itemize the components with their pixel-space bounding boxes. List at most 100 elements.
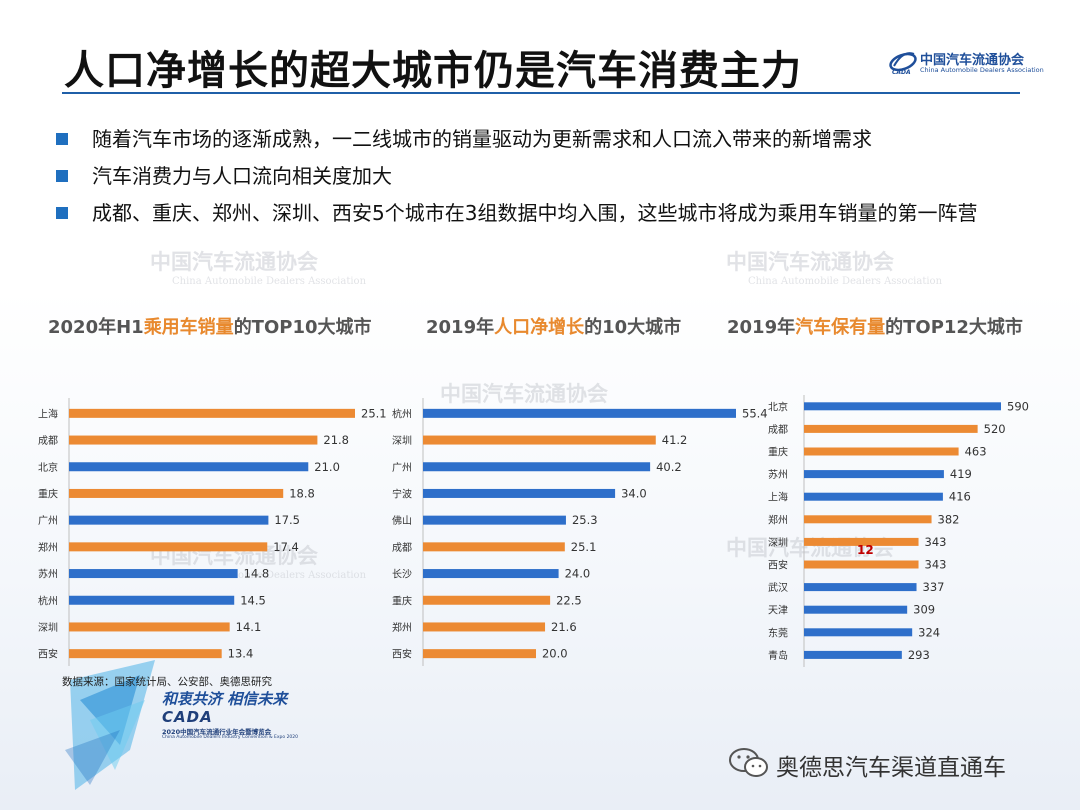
- data-label: 21.0: [314, 460, 340, 474]
- bar: [804, 470, 944, 479]
- watermark: 中国汽车流通协会 China Automobile Dealers Associ…: [150, 246, 366, 287]
- data-label: 13.4: [228, 647, 254, 661]
- bar: [69, 488, 284, 498]
- bar: [69, 595, 235, 605]
- data-label: 24.0: [565, 567, 591, 581]
- category-label: 杭州: [392, 407, 412, 420]
- title-divider: [62, 92, 1020, 94]
- watermark-cn: 中国汽车流通协会: [726, 249, 894, 274]
- bullet-item: 随着汽车市场的逐渐成熟，一二线城市的销量驱动为更新需求和人口流入带来的新增需求: [52, 124, 977, 161]
- bar: [69, 542, 268, 552]
- category-label: 东莞: [768, 626, 788, 639]
- bar: [423, 488, 616, 498]
- chart-title-ownership: 2019年汽车保有量的TOP12大城市: [727, 313, 1023, 339]
- data-label: 309: [913, 603, 935, 617]
- bar: [804, 605, 908, 614]
- data-label: 416: [949, 490, 971, 504]
- chart-title-part: 的TOP10大城市: [233, 317, 372, 338]
- category-label: 苏州: [768, 468, 788, 481]
- category-label: 深圳: [768, 537, 788, 549]
- bar: [423, 649, 536, 659]
- category-label: 成都: [768, 424, 788, 436]
- watermark-cn: 中国汽车流通协会: [150, 249, 318, 274]
- bullet-square-icon: [56, 133, 68, 145]
- bar: [69, 408, 355, 418]
- data-label: 34.0: [621, 486, 647, 500]
- watermark-cn: 中国汽车流通协会: [440, 381, 608, 406]
- category-label: 杭州: [38, 594, 58, 607]
- chart-title-sales: 2020年H1乘用车销量的TOP10大城市: [48, 313, 372, 339]
- cada-logo-icon: CADA: [889, 52, 917, 76]
- category-label: 郑州: [768, 513, 788, 526]
- bar: [423, 595, 551, 605]
- svg-text:CADA: CADA: [892, 69, 911, 76]
- data-label: 41.2: [662, 433, 688, 447]
- data-label: 324: [918, 625, 940, 639]
- data-label: 25.1: [571, 540, 597, 554]
- bar: [804, 628, 913, 637]
- data-label: 55.4: [742, 406, 768, 420]
- bullet-item: 成都、重庆、郑州、深圳、西安5个城市在3组数据中均入围，这些城市将成为乘用车销量…: [52, 198, 977, 235]
- watermark: 中国汽车流通协会 China Automobile Dealers Associ…: [726, 246, 942, 287]
- bar: [423, 462, 651, 472]
- data-label: 14.1: [236, 620, 262, 634]
- bullet-text: 随着汽车市场的逐渐成熟，一二线城市的销量驱动为更新需求和人口流入带来的新增需求: [92, 127, 872, 151]
- data-label: 14.5: [240, 593, 266, 607]
- category-label: 郑州: [392, 621, 412, 634]
- bar: [69, 515, 269, 525]
- cada-logo: CADA 中国汽车流通协会 China Automobile Dealers A…: [888, 46, 1044, 82]
- data-label: 18.8: [289, 486, 315, 500]
- category-label: 成都: [392, 542, 412, 554]
- bar: [69, 569, 238, 579]
- category-label: 北京: [38, 461, 58, 474]
- category-label: 广州: [38, 515, 58, 527]
- category-label: 西安: [38, 648, 58, 661]
- category-label: 深圳: [392, 435, 412, 447]
- category-label: 宁波: [392, 487, 412, 500]
- bullet-text: 汽车消费力与人口流向相关度加大: [92, 164, 392, 188]
- bar: [423, 408, 736, 418]
- data-label: 590: [1007, 399, 1029, 413]
- data-label: 337: [923, 580, 945, 594]
- data-source: 数据来源：国家统计局、公安部、奥德思研究: [62, 676, 272, 688]
- event-logo-graphic: [65, 660, 155, 790]
- category-label: 成都: [38, 435, 58, 447]
- bar: [804, 583, 917, 592]
- data-label: 14.8: [244, 567, 270, 581]
- chart-title-highlight: 人口净增长: [494, 317, 585, 338]
- chart-population: 杭州 55.4 深圳 41.2 广州 40.2 宁波 34.0 佛山 25.3 成都 25.1 长沙 24…: [392, 398, 768, 666]
- bullet-item: 汽车消费力与人口流向相关度加大: [52, 161, 977, 198]
- category-label: 上海: [768, 491, 788, 504]
- event-name-en: China Automobile Dealers Industry Conven…: [162, 735, 299, 740]
- bullet-square-icon: [56, 207, 68, 219]
- data-label: 20.0: [542, 647, 568, 661]
- page-title: 人口净增长的超大城市仍是汽车消费主力: [64, 48, 802, 94]
- chart-title-part: 2019年: [426, 317, 495, 338]
- bar: [804, 424, 978, 433]
- bar: [804, 537, 919, 546]
- bar: [423, 435, 656, 445]
- category-label: 长沙: [392, 569, 412, 581]
- bar: [804, 402, 1001, 411]
- bar: [423, 542, 565, 552]
- chart-title-part: 的10大城市: [584, 317, 682, 338]
- category-label: 青岛: [768, 649, 788, 662]
- data-label: 343: [925, 535, 947, 549]
- bar: [423, 515, 566, 525]
- category-label: 西安: [768, 559, 788, 572]
- bar: [804, 515, 932, 524]
- watermark: 中国汽车流通协会: [440, 378, 608, 408]
- chart-ownership: 北京 590 成都 520 重庆 463 苏州 419 上海 416 郑州 382 深圳 343 西安 343…: [768, 395, 1029, 667]
- data-label: 25.1: [361, 406, 387, 420]
- chart-title-population: 2019年人口净增长的10大城市: [426, 313, 681, 339]
- category-label: 佛山: [392, 514, 412, 527]
- logo-cn-text: 中国汽车流通协会: [920, 53, 1025, 68]
- chart-sales: 上海 25.1 成都 21.8 北京 21.0 重庆 18.8 广州 17.5 郑州 17.4 苏州 14…: [38, 398, 387, 666]
- bar: [804, 492, 943, 501]
- bullet-text: 成都、重庆、郑州、深圳、西安5个城市在3组数据中均入围，这些城市将成为乘用车销量…: [92, 201, 978, 225]
- data-label: 21.8: [323, 433, 349, 447]
- event-brand: CADA: [162, 708, 213, 726]
- bar: [69, 622, 230, 632]
- bar: [69, 649, 222, 659]
- category-label: 广州: [392, 462, 412, 474]
